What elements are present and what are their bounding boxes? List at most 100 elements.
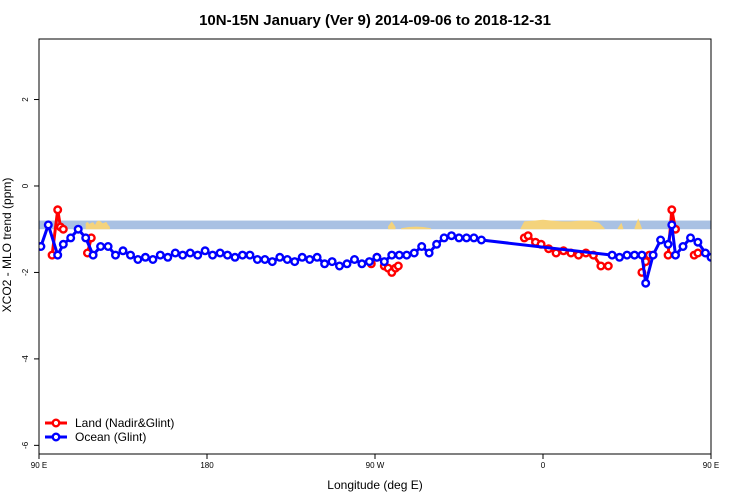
- ocean-series-point: [469, 233, 479, 243]
- x-tick-label: 180: [200, 461, 214, 470]
- ocean-series-point: [103, 241, 113, 251]
- x-tick-label: 90 E: [31, 461, 47, 470]
- land-series-point: [393, 261, 403, 271]
- ocean-series-point: [663, 239, 673, 249]
- land-series-point: [53, 205, 63, 215]
- ocean-series-point: [350, 255, 360, 265]
- ocean-series-point: [275, 252, 285, 262]
- ocean-series-point: [222, 250, 232, 260]
- land-series-point: [603, 261, 613, 271]
- ocean-series-point: [267, 257, 277, 267]
- ocean-series-point: [297, 252, 307, 262]
- land-series-point: [693, 248, 703, 258]
- x-tick-label: 0: [541, 461, 546, 470]
- legend-swatch-marker: [51, 418, 61, 428]
- ocean-series-point: [671, 250, 681, 260]
- ocean-series-point: [81, 233, 91, 243]
- ocean-series-point: [432, 239, 442, 249]
- ocean-series-point: [700, 248, 710, 258]
- y-tick-label: 0: [21, 183, 30, 188]
- ocean-series-point: [693, 237, 703, 247]
- ocean-series-point: [439, 233, 449, 243]
- ocean-series-point: [88, 250, 98, 260]
- ocean-series-point: [641, 278, 651, 288]
- y-tick-label: 2: [21, 97, 30, 102]
- land-series-point: [551, 248, 561, 258]
- ocean-series-point: [402, 250, 412, 260]
- ocean-series-point: [282, 255, 292, 265]
- ocean-series-point: [245, 250, 255, 260]
- ocean-series-point: [260, 255, 270, 265]
- land-series-point: [58, 224, 68, 234]
- ocean-series-point: [327, 257, 337, 267]
- land-region: [85, 220, 110, 230]
- ocean-series-point: [155, 250, 165, 260]
- land-series-point: [523, 231, 533, 241]
- ocean-series-point: [706, 252, 711, 262]
- ocean-series-point: [357, 259, 367, 269]
- reference-band: [39, 220, 711, 230]
- ocean-series-point: [409, 248, 419, 258]
- y-tick-label: -6: [21, 441, 30, 449]
- ocean-series-point: [237, 250, 247, 260]
- plot-area: 90 E 180 90 W 0 90 E 2 0 -2 -4 -6 Land (Nadir&Glin…: [21, 38, 719, 470]
- ocean-series-point: [335, 261, 345, 271]
- ocean-series-point: [607, 250, 617, 260]
- ocean-series-point: [43, 220, 53, 230]
- ocean-series-point: [305, 255, 315, 265]
- ocean-series-point: [630, 250, 640, 260]
- ocean-series-point: [66, 233, 76, 243]
- ocean-series-point: [230, 252, 240, 262]
- land-region: [520, 219, 605, 230]
- ocean-series-point: [648, 250, 658, 260]
- ocean-series-point: [372, 252, 382, 262]
- land-series-point: [596, 261, 606, 271]
- ocean-series-point: [170, 248, 180, 258]
- ocean-series-point: [148, 255, 158, 265]
- land-series-point: [663, 250, 673, 260]
- ocean-series-point: [140, 252, 150, 262]
- ocean-series-point: [387, 250, 397, 260]
- ocean-series-point: [476, 235, 486, 245]
- y-axis-label: XCO2 - MLO trend (ppm): [0, 178, 14, 313]
- ocean-series-point: [73, 224, 83, 234]
- x-axis-label: Longitude (deg E): [327, 478, 422, 492]
- x-tick-label: 90 W: [366, 461, 385, 470]
- ocean-series-point: [118, 246, 128, 256]
- land-region: [388, 221, 396, 230]
- ocean-series-point: [656, 235, 666, 245]
- ocean-series-point: [678, 241, 688, 251]
- ocean-series-point: [622, 250, 632, 260]
- ocean-series-point: [454, 233, 464, 243]
- x-tick-label: 90 E: [703, 461, 719, 470]
- ocean-series-point: [96, 241, 106, 251]
- plot-inner: [39, 205, 711, 288]
- ocean-series-point: [200, 246, 210, 256]
- ocean-series-point: [163, 252, 173, 262]
- ocean-series-point: [178, 250, 188, 260]
- ocean-series-point: [252, 255, 262, 265]
- y-tick-label: -2: [21, 268, 30, 276]
- legend-swatch-marker: [51, 432, 61, 442]
- ocean-series-point: [424, 248, 434, 258]
- ocean-series-point: [667, 220, 677, 230]
- ocean-series-point: [193, 250, 203, 260]
- chart-title: 10N-15N January (Ver 9) 2014-09-06 to 20…: [199, 12, 551, 29]
- ocean-series-point: [394, 250, 404, 260]
- ocean-series-point: [312, 252, 322, 262]
- y-tick-label: -4: [21, 355, 30, 363]
- ocean-series-point: [185, 248, 195, 258]
- ocean-series-point: [58, 239, 68, 249]
- legend-label: Ocean (Glint): [75, 430, 146, 444]
- land-region: [634, 218, 642, 230]
- ocean-series-point: [215, 248, 225, 258]
- land-region: [617, 222, 624, 230]
- ocean-series-point: [342, 259, 352, 269]
- plot-frame: [38, 38, 712, 455]
- ocean-series-point: [290, 257, 300, 267]
- ocean-series-point: [379, 257, 389, 267]
- legend-label: Land (Nadir&Glint): [75, 416, 174, 430]
- ocean-series-point: [364, 257, 374, 267]
- legend: Land (Nadir&Glint)Ocean (Glint): [45, 416, 174, 444]
